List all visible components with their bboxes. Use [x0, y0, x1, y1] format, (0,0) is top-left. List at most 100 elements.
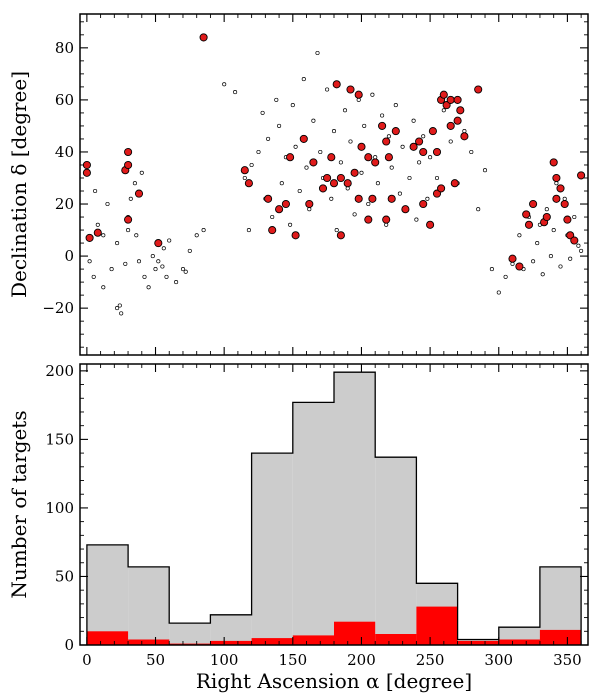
target-point — [386, 134, 391, 139]
y-tick-label: 50 — [55, 567, 74, 585]
highlighted-target-point — [382, 137, 391, 146]
target-point — [393, 103, 398, 108]
highlighted-target-point — [552, 194, 561, 203]
x-tick-label: 350 — [553, 651, 582, 669]
histogram-bar-highlighted — [416, 606, 458, 645]
y-tick-label: 150 — [45, 430, 74, 448]
target-point — [359, 170, 364, 175]
highlighted-target-point — [549, 158, 558, 167]
target-point — [117, 303, 122, 308]
target-point — [331, 129, 337, 134]
highlighted-target-point — [85, 233, 94, 242]
right-ascension-axis-label: Right Ascension α [degree] — [196, 669, 472, 693]
target-point — [535, 241, 540, 246]
target-point — [139, 170, 144, 175]
highlighted-target-point — [556, 184, 565, 193]
target-point — [279, 181, 284, 186]
target-point — [93, 188, 98, 194]
target-point — [288, 222, 293, 227]
target-point — [156, 259, 161, 264]
highlighted-target-point — [456, 106, 465, 115]
highlighted-target-point — [327, 153, 336, 162]
highlighted-target-point — [566, 231, 575, 240]
histogram-bar-highlighted — [251, 638, 293, 645]
highlighted-target-point — [154, 239, 163, 248]
target-point — [568, 256, 573, 261]
histogram-bar-all — [334, 372, 376, 645]
target-point — [366, 201, 371, 207]
highlighted-target-point — [264, 194, 273, 203]
highlighted-target-point — [522, 210, 531, 219]
target-point — [540, 272, 545, 277]
histogram-bar-all — [128, 566, 170, 645]
target-point — [249, 162, 254, 168]
highlighted-target-point — [453, 95, 462, 104]
highlighted-target-point — [199, 33, 208, 42]
target-point — [407, 175, 412, 181]
target-point — [115, 306, 120, 311]
target-point — [503, 274, 508, 279]
target-point — [153, 267, 158, 272]
target-point — [531, 259, 536, 264]
highlighted-target-point — [524, 220, 534, 229]
highlighted-target-point — [309, 158, 318, 167]
highlighted-target-point — [82, 160, 91, 170]
targets-histogram-panel: 0 50 100 150 200 250 300 350 0 50 100 150 200 Number… — [7, 362, 589, 693]
highlighted-target-point — [281, 199, 290, 209]
declination-scatter-panel: −20 0 20 40 60 80 Declination δ [degree] — [7, 13, 589, 356]
target-point — [318, 149, 323, 155]
highlighted-target-point — [364, 153, 373, 162]
highlighted-target-point — [354, 194, 363, 203]
number-of-targets-axis-label: Number of targets — [7, 410, 31, 598]
y-tick-label: −20 — [42, 299, 74, 317]
target-point — [400, 144, 405, 149]
target-point — [105, 201, 110, 207]
target-point — [233, 90, 238, 95]
highlighted-target-point — [332, 80, 341, 89]
highlighted-target-point — [371, 158, 380, 167]
highlighted-target-point — [391, 127, 400, 136]
histogram-bar-highlighted — [334, 621, 376, 645]
highlighted-target-point — [552, 173, 561, 183]
histogram-bar-all — [169, 623, 211, 645]
highlighted-target-point — [93, 228, 102, 237]
target-point — [123, 261, 128, 266]
histogram-bar-highlighted — [498, 639, 540, 645]
histogram-axis-ticks: 0 50 100 150 200 250 300 350 0 50 100 150 200 — [45, 362, 588, 669]
histogram-bar-all — [86, 544, 129, 645]
target-point — [174, 280, 179, 285]
target-point — [389, 165, 394, 170]
highlighted-target-point — [446, 121, 455, 130]
highlighted-target-point — [508, 254, 517, 263]
target-point — [246, 228, 251, 233]
highlighted-target-point — [343, 179, 352, 188]
target-point — [119, 311, 124, 316]
histogram-bar-all — [375, 457, 417, 645]
target-point — [425, 196, 430, 201]
target-point — [183, 269, 188, 274]
target-point — [167, 238, 172, 243]
highlighted-target-point — [442, 101, 451, 110]
histogram-bar-highlighted — [375, 634, 417, 645]
highlighted-target-point — [318, 184, 328, 193]
target-point — [136, 259, 142, 264]
target-point — [551, 228, 556, 233]
target-point — [417, 160, 422, 165]
highlighted-target-point — [305, 199, 314, 209]
highlighted-target-point — [419, 147, 428, 157]
highlighted-target-point — [432, 147, 442, 157]
target-point — [194, 233, 199, 238]
highlighted-target-point — [439, 90, 448, 99]
target-point — [370, 92, 375, 97]
x-tick-label: 150 — [278, 651, 307, 669]
target-point — [362, 123, 367, 128]
highlighted-target-point — [346, 85, 355, 94]
y-tick-label: 80 — [55, 39, 74, 57]
target-point — [101, 285, 106, 290]
target-point — [411, 118, 416, 123]
histogram-bar-highlighted — [128, 639, 170, 645]
highlighted-target-point — [570, 236, 579, 245]
target-point — [348, 139, 353, 144]
highlighted-target-point — [529, 199, 538, 209]
target-point — [297, 188, 302, 194]
